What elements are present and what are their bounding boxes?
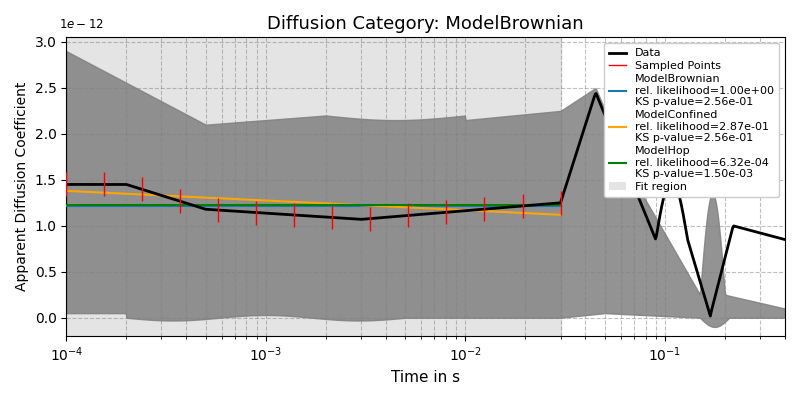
Bar bbox=[66, 37, 561, 336]
X-axis label: Time in s: Time in s bbox=[391, 370, 460, 385]
Legend: Data, Sampled Points, ModelBrownian
rel. likelihood=1.00e+00
KS p-value=2.56e-01: Data, Sampled Points, ModelBrownian rel.… bbox=[604, 43, 779, 198]
Title: Diffusion Category: ModelBrownian: Diffusion Category: ModelBrownian bbox=[267, 15, 584, 33]
Y-axis label: Apparent Diffusion Coefficient: Apparent Diffusion Coefficient bbox=[15, 82, 29, 292]
Text: $1e-12$: $1e-12$ bbox=[59, 18, 104, 31]
